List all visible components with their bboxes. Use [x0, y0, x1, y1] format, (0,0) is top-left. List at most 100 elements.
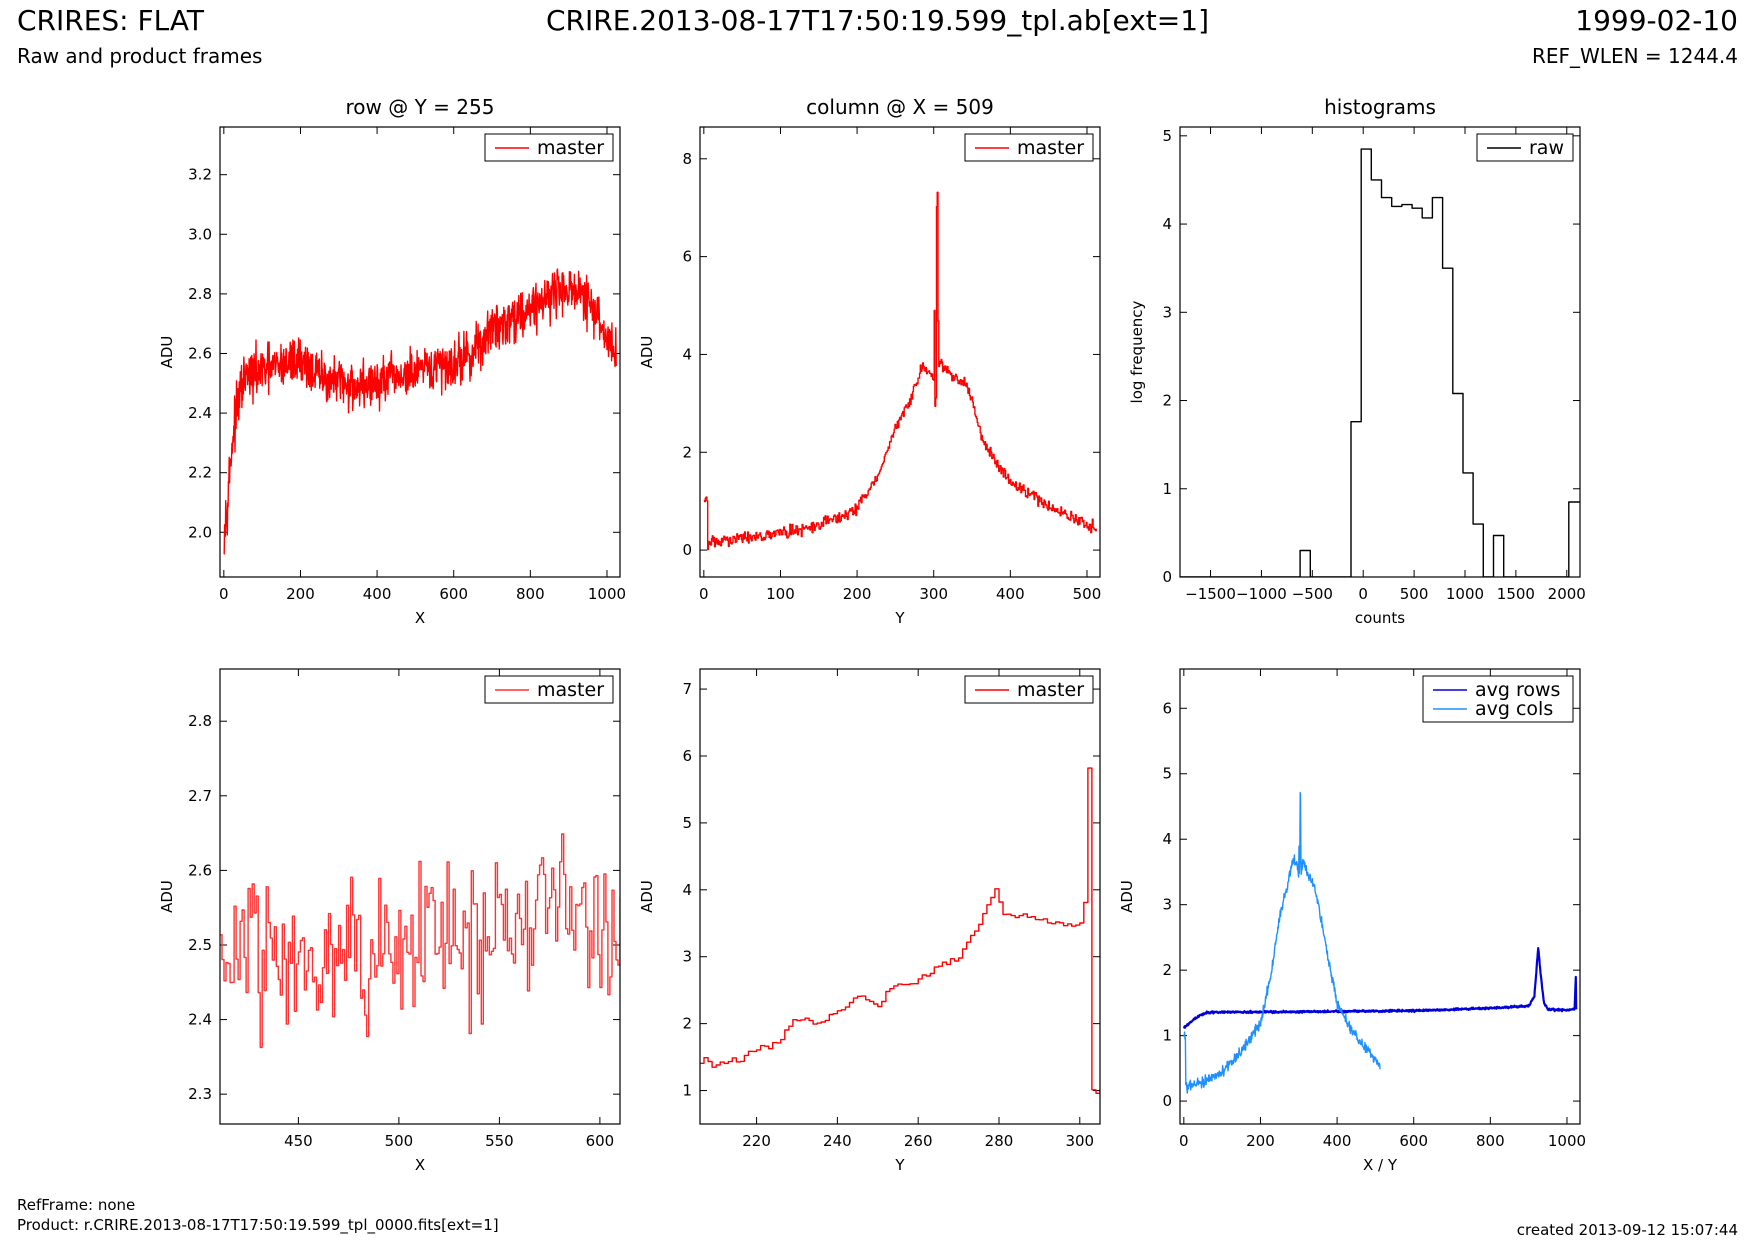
y-tick-label: 3.0 [188, 225, 212, 243]
legend-entry: master [537, 137, 604, 159]
legend-box [1422, 675, 1574, 723]
y-tick-label: 1 [1162, 1027, 1172, 1045]
y-tick-label: 0 [1162, 1092, 1172, 1110]
y-tick-label: 7 [682, 680, 692, 698]
x-tick-label: 450 [284, 1132, 313, 1150]
plot-frame [699, 126, 1101, 578]
y-tick-label: 2.8 [188, 712, 212, 730]
y-tick-label: 4 [1162, 830, 1172, 848]
x-tick-label: 220 [742, 1132, 771, 1150]
x-tick-label: 0 [1358, 585, 1368, 603]
legend: master [484, 675, 614, 704]
legend-box [484, 133, 614, 162]
x-tick-label: 0 [1179, 1132, 1189, 1150]
y-tick-label: 2.7 [188, 787, 212, 805]
x-tick-label: −1500 [1185, 585, 1236, 603]
y-axis-label: ADU [1118, 880, 1136, 913]
page-subtitle: Raw and product frames [17, 44, 263, 68]
y-tick-label: 1 [682, 1082, 692, 1100]
x-axis-label: X [415, 609, 425, 627]
y-tick-label: 4 [1162, 215, 1172, 233]
refframe-label: RefFrame: none [17, 1196, 136, 1214]
y-tick-label: 6 [1162, 699, 1172, 717]
x-tick-label: 400 [1323, 1132, 1352, 1150]
x-axis-label: X [415, 1156, 425, 1174]
y-tick-label: 2 [682, 1015, 692, 1033]
x-tick-label: 500 [385, 1132, 414, 1150]
legend-entry: master [537, 679, 604, 701]
x-tick-label: 240 [823, 1132, 852, 1150]
x-tick-label: 200 [843, 585, 872, 603]
x-tick-label: 200 [286, 585, 315, 603]
legend-entry: avg rows [1475, 679, 1560, 701]
plot-frame [1179, 668, 1581, 1125]
y-axis-label: log frequency [1128, 300, 1146, 403]
y-tick-label: 2 [1162, 961, 1172, 979]
y-tick-label: 2.6 [188, 861, 212, 879]
series-line-master [220, 833, 620, 1049]
x-tick-label: 1000 [1548, 1132, 1586, 1150]
x-axis-label: Y [894, 609, 905, 627]
series-line-avg-rows [1182, 947, 1578, 1029]
x-tick-label: 500 [1400, 585, 1429, 603]
plot-frame [219, 126, 621, 578]
y-tick-label: 2 [682, 443, 692, 461]
created-label: created 2013-09-12 15:07:44 [1516, 1221, 1738, 1239]
x-tick-label: 100 [766, 585, 795, 603]
series-line-master [703, 191, 1097, 551]
plot-frame [699, 668, 1101, 1125]
y-tick-label: 2.6 [188, 344, 212, 362]
x-axis-label: Y [894, 1156, 905, 1174]
y-tick-label: 5 [1162, 765, 1172, 783]
x-tick-label: 1000 [588, 585, 626, 603]
y-axis-label: ADU [638, 336, 656, 369]
legend-entry: avg cols [1475, 698, 1553, 720]
x-tick-label: 400 [363, 585, 392, 603]
x-tick-label: 800 [1476, 1132, 1505, 1150]
y-tick-label: 3 [1162, 896, 1172, 914]
legend-entry: master [1017, 137, 1084, 159]
y-tick-label: 2.3 [188, 1085, 212, 1103]
ref-wlen-label: REF_WLEN = 1244.4 [1531, 44, 1738, 68]
y-tick-label: 3 [682, 948, 692, 966]
y-tick-label: 3 [1162, 303, 1172, 321]
x-tick-label: 300 [1065, 1132, 1094, 1150]
y-tick-label: 0 [1162, 568, 1172, 586]
y-tick-label: 3.2 [188, 166, 212, 184]
x-tick-label: 280 [985, 1132, 1014, 1150]
x-tick-label: 800 [516, 585, 545, 603]
y-tick-label: 0 [682, 541, 692, 559]
chart-row: row @ Y = 255 0 200 400 600 800 1000 2.0 2.2 2.4 2… [158, 95, 626, 627]
plot-frame [219, 668, 621, 1125]
chart-averages: 0 200 400 600 800 1000 0 1 2 3 4 5 6 X / Y ADU avg rows… [1118, 668, 1586, 1174]
y-tick-label: 1 [1162, 480, 1172, 498]
legend: master [964, 133, 1094, 162]
x-tick-label: 600 [1399, 1132, 1428, 1150]
legend: master [484, 133, 614, 162]
y-tick-label: 2.5 [188, 936, 212, 954]
chart-histogram: histograms −1500 −1000 −500 0 500 1000 1500 2000… [1128, 95, 1586, 627]
x-tick-label: 200 [1246, 1132, 1275, 1150]
y-tick-label: 2.8 [188, 285, 212, 303]
chart-column-zoom: 220 240 260 280 300 1 2 3 4 5 6 7 Y ADU master [638, 668, 1101, 1174]
chart-row-zoom: 450 500 550 600 2.3 2.4 2.5 2.6 2.7 2.8 X ADU master [158, 668, 621, 1174]
x-tick-label: 400 [996, 585, 1025, 603]
y-axis-label: ADU [158, 336, 176, 369]
legend-entry: master [1017, 679, 1084, 701]
x-tick-label: −1000 [1236, 585, 1287, 603]
x-axis-label: counts [1355, 609, 1405, 627]
y-tick-label: 4 [682, 345, 692, 363]
series-line-master [700, 767, 1100, 1094]
legend-box [484, 675, 614, 704]
series-line-master [223, 268, 617, 555]
chart-column: column @ X = 509 0 100 200 300 400 500 0 2 4 6 8 Y AD… [638, 95, 1101, 627]
y-tick-label: 6 [682, 248, 692, 266]
product-label: Product: r.CRIRE.2013-08-17T17:50:19.599… [17, 1216, 499, 1234]
y-tick-label: 2.2 [188, 464, 212, 482]
plot-frame [1179, 126, 1581, 578]
x-tick-label: 0 [699, 585, 709, 603]
date-label: 1999-02-10 [1575, 4, 1738, 37]
x-tick-label: 500 [1073, 585, 1102, 603]
x-tick-label: −500 [1292, 585, 1333, 603]
